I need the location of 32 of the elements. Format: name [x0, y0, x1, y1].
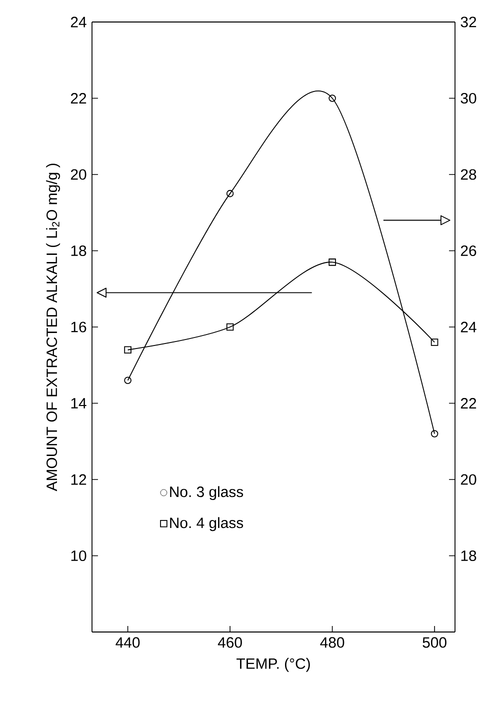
point: [124, 376, 132, 384]
y-tick-label: 10: [71, 550, 86, 562]
x-tick-label: 460: [218, 637, 242, 648]
y2-tick-label: 22: [460, 398, 476, 408]
y-tick-label: 16: [71, 322, 86, 332]
point: [430, 430, 438, 438]
y2-tick-label: 32: [460, 16, 476, 28]
x-tick-label: 440: [116, 637, 140, 648]
point: [226, 190, 234, 198]
y2-tick-label: 20: [460, 474, 476, 485]
point: [226, 323, 234, 331]
x-tick-label: 500: [422, 637, 446, 648]
point: [430, 338, 438, 346]
y2-tick-label: 24: [460, 322, 476, 332]
point: [124, 346, 132, 354]
y-tick-label: 22: [70, 93, 86, 104]
legend-label: No. 3 glass: [170, 486, 244, 500]
y-axis-title: AMOUNT OF EXTRACTED ALKALI ( Li$_{2}$O mg/g ): [46, 164, 60, 492]
x-tick-label: 480: [320, 637, 344, 648]
y-tick-label: 12: [71, 474, 86, 485]
y2-tick-label: 26: [460, 245, 476, 256]
y-tick-label: 20: [70, 169, 86, 180]
point: [328, 94, 336, 102]
x-axis-title: TEMP. (°C): [236, 658, 310, 672]
y2-tick-label: 18: [461, 550, 476, 562]
y-tick-label: 14: [71, 398, 86, 408]
point: [328, 258, 336, 266]
y2-tick-label: 28: [460, 169, 476, 180]
y-tick-label: 18: [71, 245, 86, 256]
legend-label: No. 4 glass: [170, 517, 244, 532]
y-tick-label: 24: [70, 16, 86, 28]
y2-tick-label: 30: [460, 92, 476, 104]
